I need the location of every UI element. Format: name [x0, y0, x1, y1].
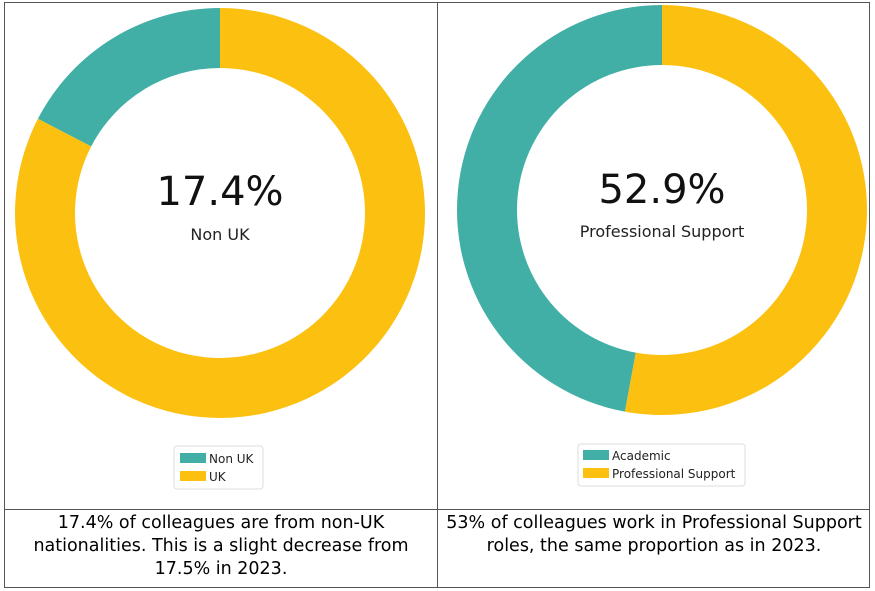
- row-divider: [4, 509, 870, 510]
- legend-label: Professional Support: [612, 467, 736, 481]
- legend-label: Academic: [612, 449, 671, 463]
- caption-role: 53% of colleagues work in Professional S…: [446, 513, 862, 556]
- legend-box: [577, 443, 746, 487]
- center-value: 17.4%: [156, 169, 283, 215]
- donut-chart-role: 52.9% Professional Support Academic Prof…: [457, 5, 868, 487]
- legend-swatch-professional-support: [583, 468, 609, 478]
- slice-academic: [457, 5, 662, 412]
- center-label: Non UK: [190, 225, 250, 244]
- slice-professional-support: [624, 5, 868, 416]
- donut-chart-nationality: 17.4% Non UK Non UK UK: [14, 8, 425, 490]
- column-divider: [437, 2, 438, 588]
- caption-nationality: 17.4% of colleagues are from non-UK nati…: [33, 513, 409, 579]
- legend-swatch-academic: [583, 450, 609, 460]
- legend: Academic Professional Support: [577, 443, 746, 487]
- legend-label: Non UK: [209, 452, 255, 466]
- legend-label: UK: [209, 470, 227, 484]
- legend: Non UK UK: [173, 445, 264, 490]
- slice-non-uk: [37, 8, 220, 147]
- center-label: Professional Support: [580, 222, 745, 241]
- legend-swatch-uk: [180, 471, 206, 481]
- legend-swatch-non-uk: [180, 453, 206, 463]
- center-value: 52.9%: [598, 167, 725, 213]
